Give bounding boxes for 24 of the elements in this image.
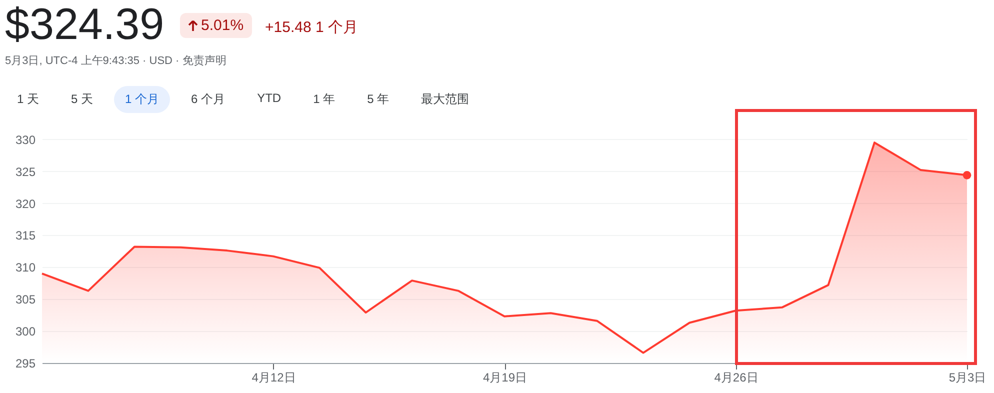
text: 5.01% bbox=[201, 17, 244, 34]
chart-title: $324.39 bbox=[5, 0, 164, 50]
y-tick-label: 305 bbox=[15, 292, 36, 307]
y-tick-label: 330 bbox=[15, 132, 36, 147]
text: 5 天 bbox=[70, 91, 94, 108]
y-tick-label: 320 bbox=[15, 196, 36, 211]
text: 1 天 bbox=[16, 91, 40, 108]
x-tick-label: 5月3日 bbox=[948, 370, 986, 384]
text: +15.48 1 个月 bbox=[265, 18, 358, 37]
x-tick-label: 4月19日 bbox=[482, 370, 528, 384]
y-tick-label: 295 bbox=[15, 356, 36, 370]
text: YTD bbox=[256, 90, 282, 107]
text: 5 年 bbox=[366, 91, 390, 108]
text: 1 年 bbox=[312, 91, 336, 108]
x-tick-label: 4月12日 bbox=[252, 370, 296, 384]
text: 最大范围 bbox=[420, 91, 470, 108]
y-tick-label: 310 bbox=[15, 260, 36, 275]
x-tick-label: 4月26日 bbox=[714, 370, 758, 384]
text: 6 个月 bbox=[190, 91, 226, 108]
text: 1 个月 bbox=[114, 86, 170, 113]
y-tick-label: 315 bbox=[15, 228, 36, 243]
y-tick-label: 325 bbox=[15, 164, 36, 179]
y-tick-label: 300 bbox=[15, 324, 36, 339]
chart-subtitle: 5月3日, UTC-4 上午9:43:35 · USD · 免责声明 bbox=[5, 54, 226, 68]
